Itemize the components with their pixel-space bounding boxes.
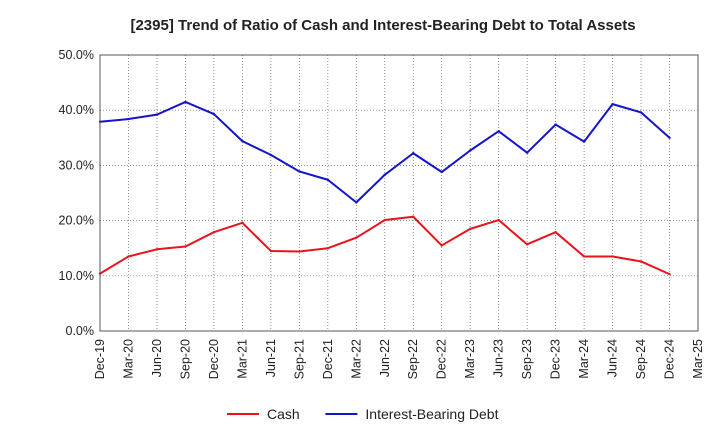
data-point-cash <box>440 244 443 247</box>
data-point-interest-bearing-debt <box>383 173 386 176</box>
legend-label-interest-bearing-debt: Interest-Bearing Debt <box>365 406 498 422</box>
data-point-interest-bearing-debt <box>326 178 330 181</box>
y-tick-label: 20.0% <box>59 214 94 228</box>
data-point-cash <box>298 250 301 253</box>
data-point-interest-bearing-debt <box>554 123 557 126</box>
data-point-interest-bearing-debt <box>668 136 671 139</box>
data-point-cash <box>383 218 386 222</box>
data-point-cash <box>639 260 643 263</box>
data-point-cash <box>497 218 500 222</box>
data-point-interest-bearing-debt <box>525 151 529 154</box>
x-tick-label: Dec-22 <box>435 339 449 379</box>
x-tick-label: Dec-24 <box>663 339 677 379</box>
data-point-interest-bearing-debt <box>127 117 130 121</box>
x-tick-label: Mar-23 <box>463 339 477 379</box>
x-tick-label: Sep-24 <box>634 339 648 379</box>
data-point-interest-bearing-debt <box>611 102 614 106</box>
data-point-cash <box>525 243 529 246</box>
y-tick-label: 0.0% <box>66 324 95 338</box>
x-tick-label: Jun-23 <box>492 339 506 377</box>
y-axis-tick-labels: 0.0% 10.0% 20.0% 30.0% 40.0% 50.0% <box>59 48 94 338</box>
y-tick-label: 50.0% <box>59 48 94 62</box>
data-point-interest-bearing-debt <box>298 170 301 173</box>
x-tick-label: Mar-22 <box>349 339 363 379</box>
x-tick-label: Sep-21 <box>292 339 306 379</box>
x-tick-label: Mar-24 <box>577 339 591 379</box>
x-axis-tick-labels: Dec-19 Mar-20 Jun-20 Sep-20 Dec-20 Mar-21 Jun-… <box>93 339 705 379</box>
data-point-cash <box>554 230 557 234</box>
data-point-interest-bearing-debt <box>582 140 586 143</box>
x-tick-label: Dec-20 <box>207 339 221 379</box>
x-tick-label: Mar-21 <box>235 339 249 379</box>
y-tick-label: 10.0% <box>59 269 94 283</box>
legend-label-cash: Cash <box>267 406 300 422</box>
data-point-cash <box>611 255 614 258</box>
x-tick-label: Jun-22 <box>378 339 392 377</box>
data-point-cash <box>326 247 330 250</box>
y-tick-label: 30.0% <box>59 158 94 172</box>
x-tick-label: Dec-23 <box>549 339 563 379</box>
x-tick-label: Sep-22 <box>406 339 420 379</box>
data-point-interest-bearing-debt <box>241 139 244 143</box>
legend: Cash Interest-Bearing Debt <box>227 406 499 422</box>
data-point-cash <box>127 255 130 258</box>
plot-area-frame <box>99 54 699 332</box>
x-tick-label: Dec-19 <box>93 339 107 379</box>
data-point-interest-bearing-debt <box>155 113 159 116</box>
x-tick-label: Mar-25 <box>691 339 705 379</box>
data-point-cash <box>212 230 216 234</box>
data-point-cash <box>355 236 358 239</box>
x-tick-label: Sep-20 <box>178 339 192 379</box>
data-point-interest-bearing-debt <box>184 100 187 104</box>
data-point-interest-bearing-debt <box>212 112 216 116</box>
chart-title: [2395] Trend of Ratio of Cash and Intere… <box>130 17 635 34</box>
data-point-interest-bearing-debt <box>269 153 273 157</box>
x-tick-label: Jun-20 <box>150 339 164 377</box>
data-point-cash <box>412 215 415 218</box>
data-point-interest-bearing-debt <box>639 111 643 114</box>
data-point-interest-bearing-debt <box>440 170 443 174</box>
y-tick-label: 40.0% <box>59 103 94 117</box>
data-point-cash <box>241 221 244 225</box>
data-point-cash <box>269 249 273 253</box>
data-point-interest-bearing-debt <box>355 201 358 204</box>
x-tick-label: Jun-24 <box>606 339 620 377</box>
data-point-cash <box>184 245 187 248</box>
data-point-cash <box>468 227 472 231</box>
data-point-interest-bearing-debt <box>468 149 472 152</box>
data-point-cash <box>582 255 586 258</box>
x-tick-label: Dec-21 <box>321 339 335 379</box>
data-point-cash <box>155 248 159 251</box>
grid-layer <box>99 54 699 332</box>
x-tick-label: Jun-21 <box>264 339 278 377</box>
data-point-interest-bearing-debt <box>497 129 500 133</box>
series-layer <box>98 100 671 276</box>
data-point-interest-bearing-debt <box>412 152 415 155</box>
x-tick-label: Sep-23 <box>520 339 534 379</box>
x-tick-label: Mar-20 <box>121 339 135 379</box>
data-point-cash <box>668 272 671 276</box>
